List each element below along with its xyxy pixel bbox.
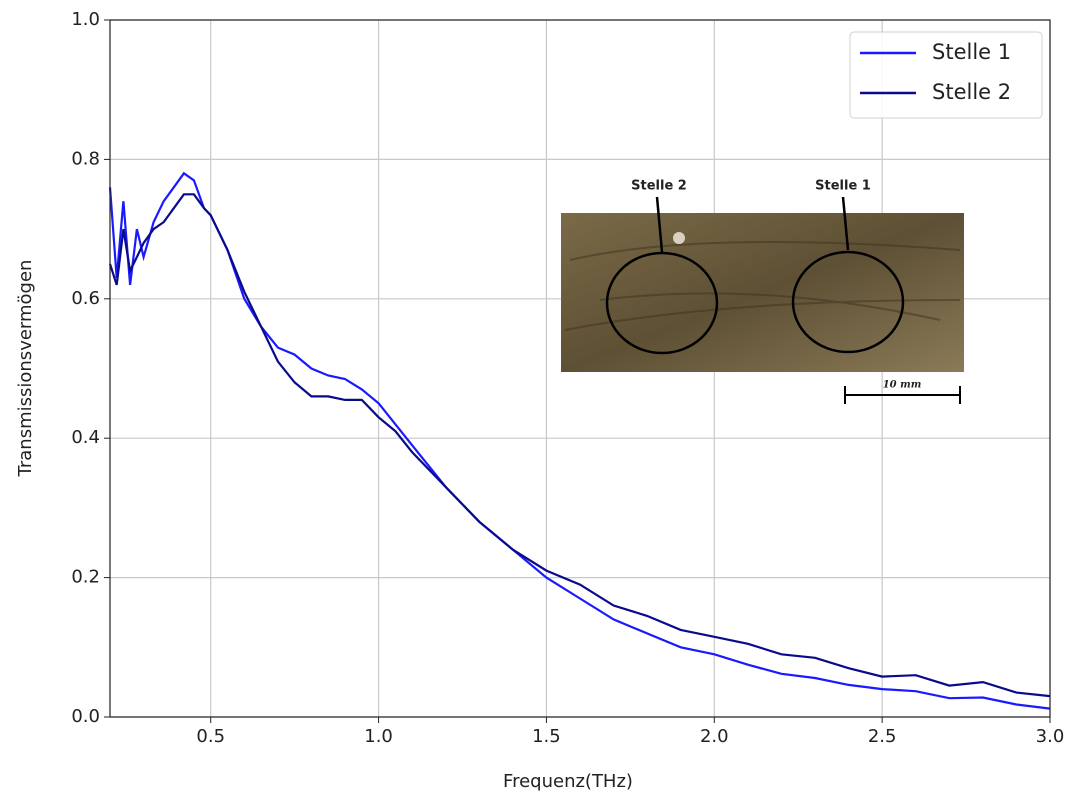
x-tick-label: 2.5 (868, 726, 897, 747)
y-tick-label: 0.6 (71, 288, 100, 309)
x-tick-label: 2.0 (700, 726, 729, 747)
x-tick-label: 1.5 (532, 726, 561, 747)
y-tick-label: 0.0 (71, 706, 100, 727)
legend-label: Stelle 1 (932, 40, 1011, 64)
y-tick-label: 0.2 (71, 567, 100, 588)
x-tick-label: 0.5 (196, 726, 225, 747)
pointer (841, 196, 850, 251)
x-axis-label: Frequenz(THz) (503, 771, 633, 792)
texture (564, 241, 961, 331)
x-tick-label: 3.0 (1036, 726, 1065, 747)
plot-frame (109, 19, 1051, 718)
inset-label: Stelle 2 (631, 179, 687, 194)
spot (673, 232, 685, 244)
inset-photo: Stelle 2 Stelle 1 10 mm (561, 179, 964, 404)
y-tick-label: 0.4 (71, 427, 100, 448)
pointer (655, 196, 664, 253)
scale-label: 10 mm (883, 380, 922, 391)
x-tick-label: 1.0 (364, 726, 393, 747)
inset-label: Stelle 1 (815, 179, 871, 194)
y-tick-label: 0.8 (71, 148, 100, 169)
marker-circle (605, 251, 719, 355)
y-tick-label: 1.0 (71, 9, 100, 30)
series-line (108, 171, 1051, 710)
marker-circle (791, 250, 905, 354)
legend-label: Stelle 2 (932, 80, 1011, 104)
y-axis-label: Transmissionsvermögen (15, 260, 36, 478)
sample-image (561, 213, 964, 372)
series-line (108, 193, 1051, 698)
